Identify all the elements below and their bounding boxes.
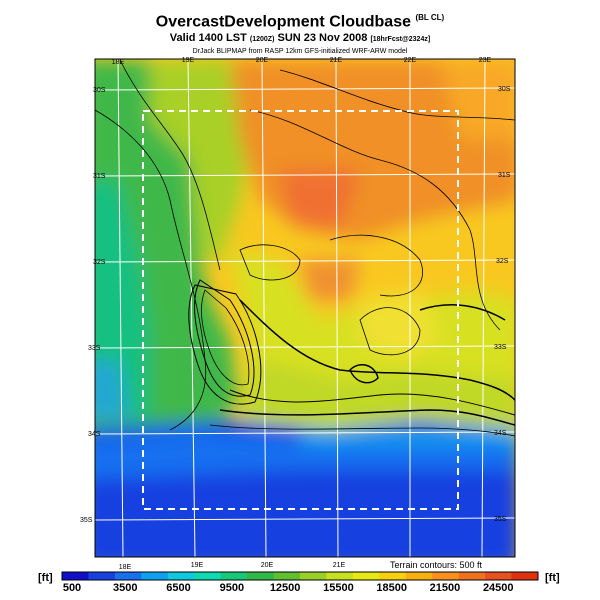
lon-label-bottom: 21E [333,562,346,569]
colorbar-swatch [167,572,195,580]
lon-label-top: 22E [404,57,417,64]
colorbar-swatch [220,572,248,580]
colorbar-frame [61,571,539,581]
valid-code: (1200Z) [249,36,275,44]
lat-label-right: 32S [496,258,509,265]
lon-labels-top: 18E 19E 20E 21E 22E 23E [112,57,492,66]
colorbar-swatch [405,572,433,580]
colorbar-label: 6500 [166,582,191,594]
colorbar-swatch [194,572,222,580]
colorbar-unit-left: [ft] [38,572,53,584]
lon-label-top: 23E [479,57,492,64]
colorbar-label: 9500 [219,582,245,594]
colorbar-swatch [247,572,275,580]
colorbar-swatch [114,572,142,580]
valid-time: Valid 1400 LST (1200Z) SUN 23 Nov 2008 [… [0,31,600,47]
lon-label-top: 20E [256,57,269,64]
model-credit: DrJack BLIPMAP from RASP 12km GFS-initia… [192,48,408,56]
lat-label-left: 33S [88,345,101,352]
colorbar-label: 12500 [269,582,301,594]
lon-label-top: 19E [182,57,195,64]
lat-labels-right: 30S 31S 32S 33S 34S 35S [494,86,511,523]
colorbar-swatch [485,572,513,580]
lat-label-left: 35S [80,517,93,524]
terrain-note: Terrain contours: 500 ft [390,560,483,570]
lat-label-right: 30S [498,86,511,93]
lat-label-right: 34S [494,430,507,437]
colorbar-swatch [300,572,327,580]
lat-label-left: 30S [93,87,106,94]
lat-label-right: 35S [494,516,507,523]
lon-label-bottom: 20E [261,562,274,569]
valid-date: SUN 23 Nov 2008 [277,32,368,45]
lon-label-bottom: 19E [191,562,204,569]
lat-label-right: 33S [494,344,507,351]
colorbar-swatch [379,572,407,580]
lon-label-bottom: 18E [119,564,132,571]
map-title: OvercastDevelopment Cloudbase (BL CL) [0,8,600,31]
valid-suffix: [18hrFcst@2324z] [370,36,431,44]
lat-labels-left: 30S 31S 32S 33S 34S 35S [80,87,106,524]
colorbar-swatch [458,572,486,580]
colorbar-swatch [273,572,301,580]
colorbar-swatch [88,572,116,580]
map-frame [94,58,516,558]
inner-domain-box [142,110,459,510]
colorbar-label: 500 [62,582,82,594]
colorbar-swatch [62,572,89,580]
lon-label-top: 18E [112,59,125,66]
lat-label-left: 34S [88,431,101,438]
colorbar [61,571,539,581]
colorbar-swatch [352,572,380,580]
lon-label-top: 21E [330,57,343,64]
colorbar-label: 24500 [482,582,514,594]
colorbar-swatch [432,572,460,580]
colorbar-label: 3500 [113,582,138,594]
colorbar-label: 15500 [323,582,354,594]
colorbar-label: 18500 [376,582,407,594]
lat-label-right: 31S [498,172,511,179]
graticule [95,59,515,557]
lat-label-left: 31S [93,173,106,180]
field-shading [95,59,515,557]
colorbar-swatch [141,572,169,580]
title-text: OvercastDevelopment Cloudbase [155,13,411,31]
terrain-contours [95,59,515,437]
lat-label-left: 32S [93,259,106,266]
colorbar-swatch [511,572,539,580]
colorbar-label: 21500 [429,582,461,594]
colorbar-swatch [326,572,354,580]
colorbar-unit-right: [ft] [545,572,560,584]
lon-labels-bottom: 18E 19E 20E 21E [119,562,346,571]
title-tag: (BL CL) [415,13,445,22]
valid-prefix: Valid 1400 LST [169,32,247,45]
